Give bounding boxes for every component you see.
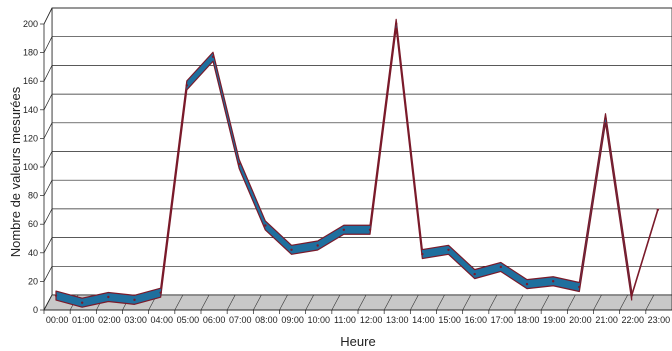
x-tick-label: 22:00: [621, 315, 644, 325]
y-tick-label: 200: [23, 19, 38, 29]
data-point: [499, 265, 503, 269]
y-tick-label: 40: [28, 248, 38, 258]
gridline-side: [43, 237, 53, 253]
x-tick-label: 17:00: [491, 315, 514, 325]
floor-divider: [43, 294, 53, 311]
data-point: [368, 228, 372, 231]
x-tick-label: 21:00: [595, 315, 618, 325]
x-axis-title: Heure: [340, 334, 375, 349]
x-tick-label: 02:00: [98, 315, 121, 325]
floor-divider: [253, 294, 262, 311]
y-tick-label: 20: [28, 276, 38, 286]
floor-divider: [567, 294, 576, 311]
floor-divider: [619, 294, 628, 311]
data-point: [578, 285, 581, 289]
x-tick-label: 13:00: [386, 315, 409, 325]
y-tick-label: 80: [28, 191, 38, 201]
floor-divider: [279, 294, 288, 311]
floor-divider: [645, 294, 655, 311]
x-tick-label: 19:00: [543, 315, 566, 325]
floor-divider: [462, 294, 471, 311]
y-tick-label: 60: [28, 219, 38, 229]
x-tick-label: 23:00: [648, 315, 671, 325]
floor-divider: [410, 294, 419, 311]
floor-divider: [514, 294, 524, 311]
data-point: [342, 228, 346, 231]
data-point: [80, 301, 84, 304]
y-tick-label: 180: [23, 48, 38, 58]
y-axis: 0 20 40 60 80 100 120 140 160 180 200: [23, 19, 44, 315]
data-point: [525, 282, 529, 286]
data-point: [133, 298, 136, 302]
y-axis-title: Nombre de valeurs mesurées: [8, 86, 23, 257]
floor-divider: [357, 294, 367, 311]
floor-divider: [200, 294, 210, 311]
floor-divider: [305, 294, 314, 311]
gridline-side: [43, 180, 53, 196]
plot-background: [43, 7, 672, 311]
data-point: [211, 55, 215, 58]
data-point: [185, 84, 189, 87]
y-tick-label: 100: [23, 162, 38, 172]
floor-divider: [488, 294, 498, 311]
gridline-side: [43, 36, 53, 53]
x-tick-label: 01:00: [72, 315, 95, 325]
data-point: [159, 291, 162, 294]
x-tick-label: 09:00: [281, 315, 304, 325]
x-tick-label: 16:00: [464, 315, 487, 325]
gridline-side: [43, 65, 53, 82]
x-tick-label: 11:00: [334, 315, 356, 325]
y-tick-label: 0: [33, 305, 38, 315]
series-tail: [630, 209, 659, 296]
x-tick-label: 08:00: [255, 315, 278, 325]
floor-divider: [331, 294, 341, 311]
data-point: [264, 224, 267, 227]
floor-divider: [593, 294, 602, 311]
x-axis: 00:00 01:00 02:00 03:00 04:00 05:00 06:00 07:00…: [43, 309, 672, 325]
floor-divider: [174, 294, 184, 311]
floor-divider: [383, 294, 393, 311]
x-tick-label: 04:00: [150, 315, 173, 325]
gridline-side: [43, 151, 53, 168]
gridline-side: [43, 7, 53, 25]
data-point: [473, 272, 476, 276]
y-tick-label: 120: [23, 133, 38, 143]
gridline-side: [43, 208, 53, 225]
data-point: [316, 244, 319, 247]
x-tick-label: 06:00: [203, 315, 226, 325]
x-tick-label: 05:00: [177, 315, 200, 325]
floor-divider: [436, 294, 445, 311]
gridline-side: [43, 93, 53, 110]
data-point: [604, 117, 607, 120]
x-tick-label: 18:00: [517, 315, 540, 325]
data-point: [421, 252, 424, 256]
data-point: [237, 162, 241, 166]
y-tick-label: 160: [23, 76, 38, 86]
data-point: [447, 248, 450, 251]
x-tick-label: 12:00: [360, 315, 383, 325]
series-layer: [54, 18, 660, 308]
gridline-side: [43, 122, 53, 139]
x-tick-label: 10:00: [307, 315, 330, 325]
x-tick-label: 14:00: [412, 315, 435, 325]
gridline-side: [43, 266, 53, 282]
floor-divider: [226, 294, 236, 311]
x-tick-label: 20:00: [569, 315, 592, 325]
x-tick-label: 03:00: [124, 315, 147, 325]
floor-divider: [540, 294, 550, 311]
data-point: [394, 22, 398, 26]
data-point: [107, 295, 110, 299]
x-tick-label: 15:00: [438, 315, 461, 325]
x-tick-label: 00:00: [46, 315, 69, 325]
data-point: [54, 294, 58, 297]
x-tick-label: 07:00: [229, 315, 252, 325]
series-ribbon: [55, 18, 633, 308]
y-tick-label: 140: [23, 105, 38, 115]
data-point: [551, 280, 555, 283]
data-point: [290, 248, 293, 251]
